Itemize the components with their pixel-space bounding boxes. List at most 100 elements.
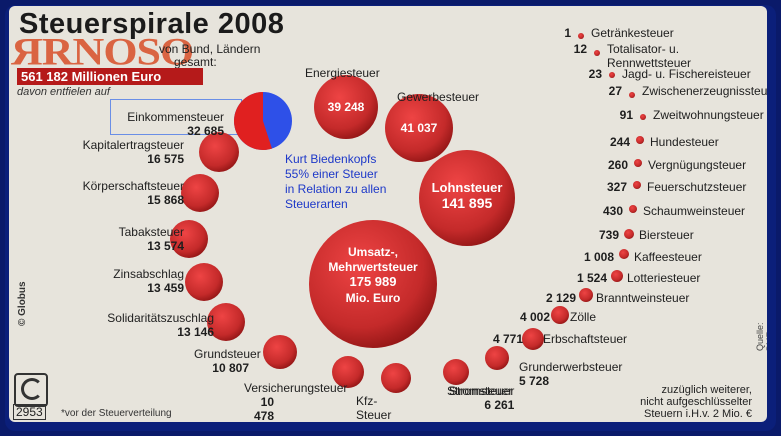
label-value: 16 575 [147, 152, 184, 166]
label-value: 32 685 [187, 124, 224, 138]
bubble-13 [443, 359, 469, 385]
label-text: Hundesteuer [650, 135, 719, 149]
label-value: 10 807 [212, 361, 249, 375]
label-text: Zweitwohnungsteuer [653, 108, 764, 122]
label-text: 430 [602, 204, 623, 218]
label-text: Gewerbesteuer [397, 90, 480, 104]
label-9: Solidaritätszuschlag 13 146 [67, 311, 214, 339]
bubble-5 [199, 132, 239, 172]
label-value-25: 91 [573, 108, 633, 122]
label-text: Kaffeesteuer [634, 250, 702, 264]
label-name-25: Zweitwohnungsteuer [653, 108, 767, 122]
label-text: 12 [573, 42, 587, 56]
bubble-3 [314, 75, 378, 139]
intro-line-2: gesamt: [174, 55, 217, 69]
label-value-29: 1 [511, 26, 571, 40]
label-text: Zinsabschlag [113, 267, 184, 281]
label-text: 4 002 [519, 310, 550, 324]
bubble-chart: Umsatz-, Mehrwertsteuer 175 989 Mio. Euro Lo… [170, 33, 646, 393]
label-text: Körperschaftsteuer [82, 179, 184, 193]
annotation: Kurt Biedenkopfs 55% einer Steuer in Rel… [285, 152, 386, 212]
label-text: 739 [598, 228, 619, 242]
label-value: 6 261 [484, 398, 515, 412]
bubble-22 [633, 181, 641, 189]
bubble-value-energie: 39 248 [328, 100, 365, 114]
label-text: Zölle [570, 310, 597, 324]
bubble-12 [381, 363, 411, 393]
chart-panel: Steuerspirale 2008 ЯRNOSO von Bund, Länd… [9, 6, 767, 422]
label-value-22: 327 [567, 180, 627, 194]
label-13: Stromsteuer 6 261 [449, 384, 514, 412]
label-value-23: 260 [568, 158, 628, 172]
label-6: Körperschaftsteuer 15 868 [39, 179, 184, 207]
agency-credit: © Globus [17, 281, 28, 326]
bubble-2 [385, 94, 453, 162]
label-name-19: Kaffeesteuer [634, 250, 757, 264]
bubble-9 [207, 303, 245, 341]
label-14: Grunderwerbsteuer 5 728 [519, 360, 622, 388]
label-text: 2 129 [545, 291, 576, 305]
label-value: 13 459 [147, 281, 184, 295]
label-text: 27 [608, 84, 622, 98]
label-10: Grundsteuer 10 807 [194, 347, 261, 375]
pie-red-slice [234, 92, 272, 151]
sub-label: davon entfielen auf [17, 86, 110, 98]
label-value-19: 1 008 [554, 250, 614, 264]
label-value: 13 574 [147, 239, 184, 253]
label-12: Kfz-Steuer8 842 [356, 394, 391, 422]
label-name-21: Schaumweinsteuer [643, 204, 757, 218]
bubble-24 [636, 136, 644, 144]
label-energiesteuer: Energiesteuer [305, 66, 380, 80]
footnote: *vor der Steuerverteilung [61, 408, 172, 419]
label-text: Jagd- u. Fischereisteuer [622, 67, 751, 81]
label-gewerbesteuer: Gewerbesteuer [397, 90, 479, 104]
bubble-8 [185, 263, 223, 301]
annotation-line: in Relation zu allen [285, 182, 387, 196]
bubble-28 [594, 50, 600, 56]
label-text: Stromsteuer [449, 384, 515, 398]
label-value: 15 868 [147, 193, 184, 207]
label-text: 91 [619, 108, 633, 122]
label-text: 260 [607, 158, 628, 172]
label-text: Tabaksteuer [118, 225, 184, 239]
bubble-27 [609, 72, 615, 78]
label-13: Stromsteuer [447, 384, 512, 398]
bubble-18 [611, 270, 623, 282]
label-value: 13 146 [177, 325, 214, 339]
label-8: Zinsabschlag 13 459 [83, 267, 184, 295]
label-text: Zwischenerzeugnissteuer [642, 84, 767, 98]
label-value-28: 12 [527, 42, 587, 56]
label-name-27: Jagd- u. Fischereisteuer [622, 67, 757, 81]
label-name-18: Lotteriesteuer [627, 271, 757, 285]
label-text: Branntweinsteuer [596, 291, 690, 305]
additional-note: zuzüglich weiterer, nicht aufgeschlüssel… [609, 384, 752, 420]
bubble-16 [551, 306, 569, 324]
label-value-17: 2 129 [516, 291, 576, 305]
label-text: Energiesteuer [305, 66, 380, 80]
note-line: zuzüglich weiterer, [661, 384, 753, 396]
source-credit: Quelle: BMF [755, 322, 767, 351]
label-value-16: 4 002 [490, 310, 550, 324]
bubble-17 [579, 288, 593, 302]
bubble-1 [419, 150, 515, 246]
annotation-line: 55% einer Steuer [285, 167, 378, 181]
label-text: Stromsteuer [447, 384, 513, 398]
label-text: 1 524 [576, 271, 607, 285]
bubble-11 [332, 356, 364, 388]
bubble-23 [634, 159, 642, 167]
bubble-21 [629, 205, 637, 213]
label-text: 23 [588, 67, 602, 81]
label-4: Einkommensteuer 32 685 [105, 110, 224, 138]
bubble-29 [578, 33, 584, 39]
label-11: Versicherungsteuer 10 478 [244, 381, 347, 422]
label-text: Schaumweinsteuer [643, 204, 746, 218]
label-name-28: Totalisator- u. Rennwettsteuer [607, 42, 735, 70]
watermark-logo: ЯRNOSO [11, 29, 194, 74]
bubble-25 [640, 114, 646, 120]
label-text: Einkommensteuer [127, 110, 224, 124]
label-5: Kapitalertragsteuer 16 575 [69, 138, 184, 166]
total-box: 561 182 Millionen Euro [17, 68, 203, 85]
bubble-10 [263, 335, 297, 369]
label-name-24: Hundesteuer [650, 135, 757, 149]
label-7: Tabaksteuer 13 574 [77, 225, 184, 253]
